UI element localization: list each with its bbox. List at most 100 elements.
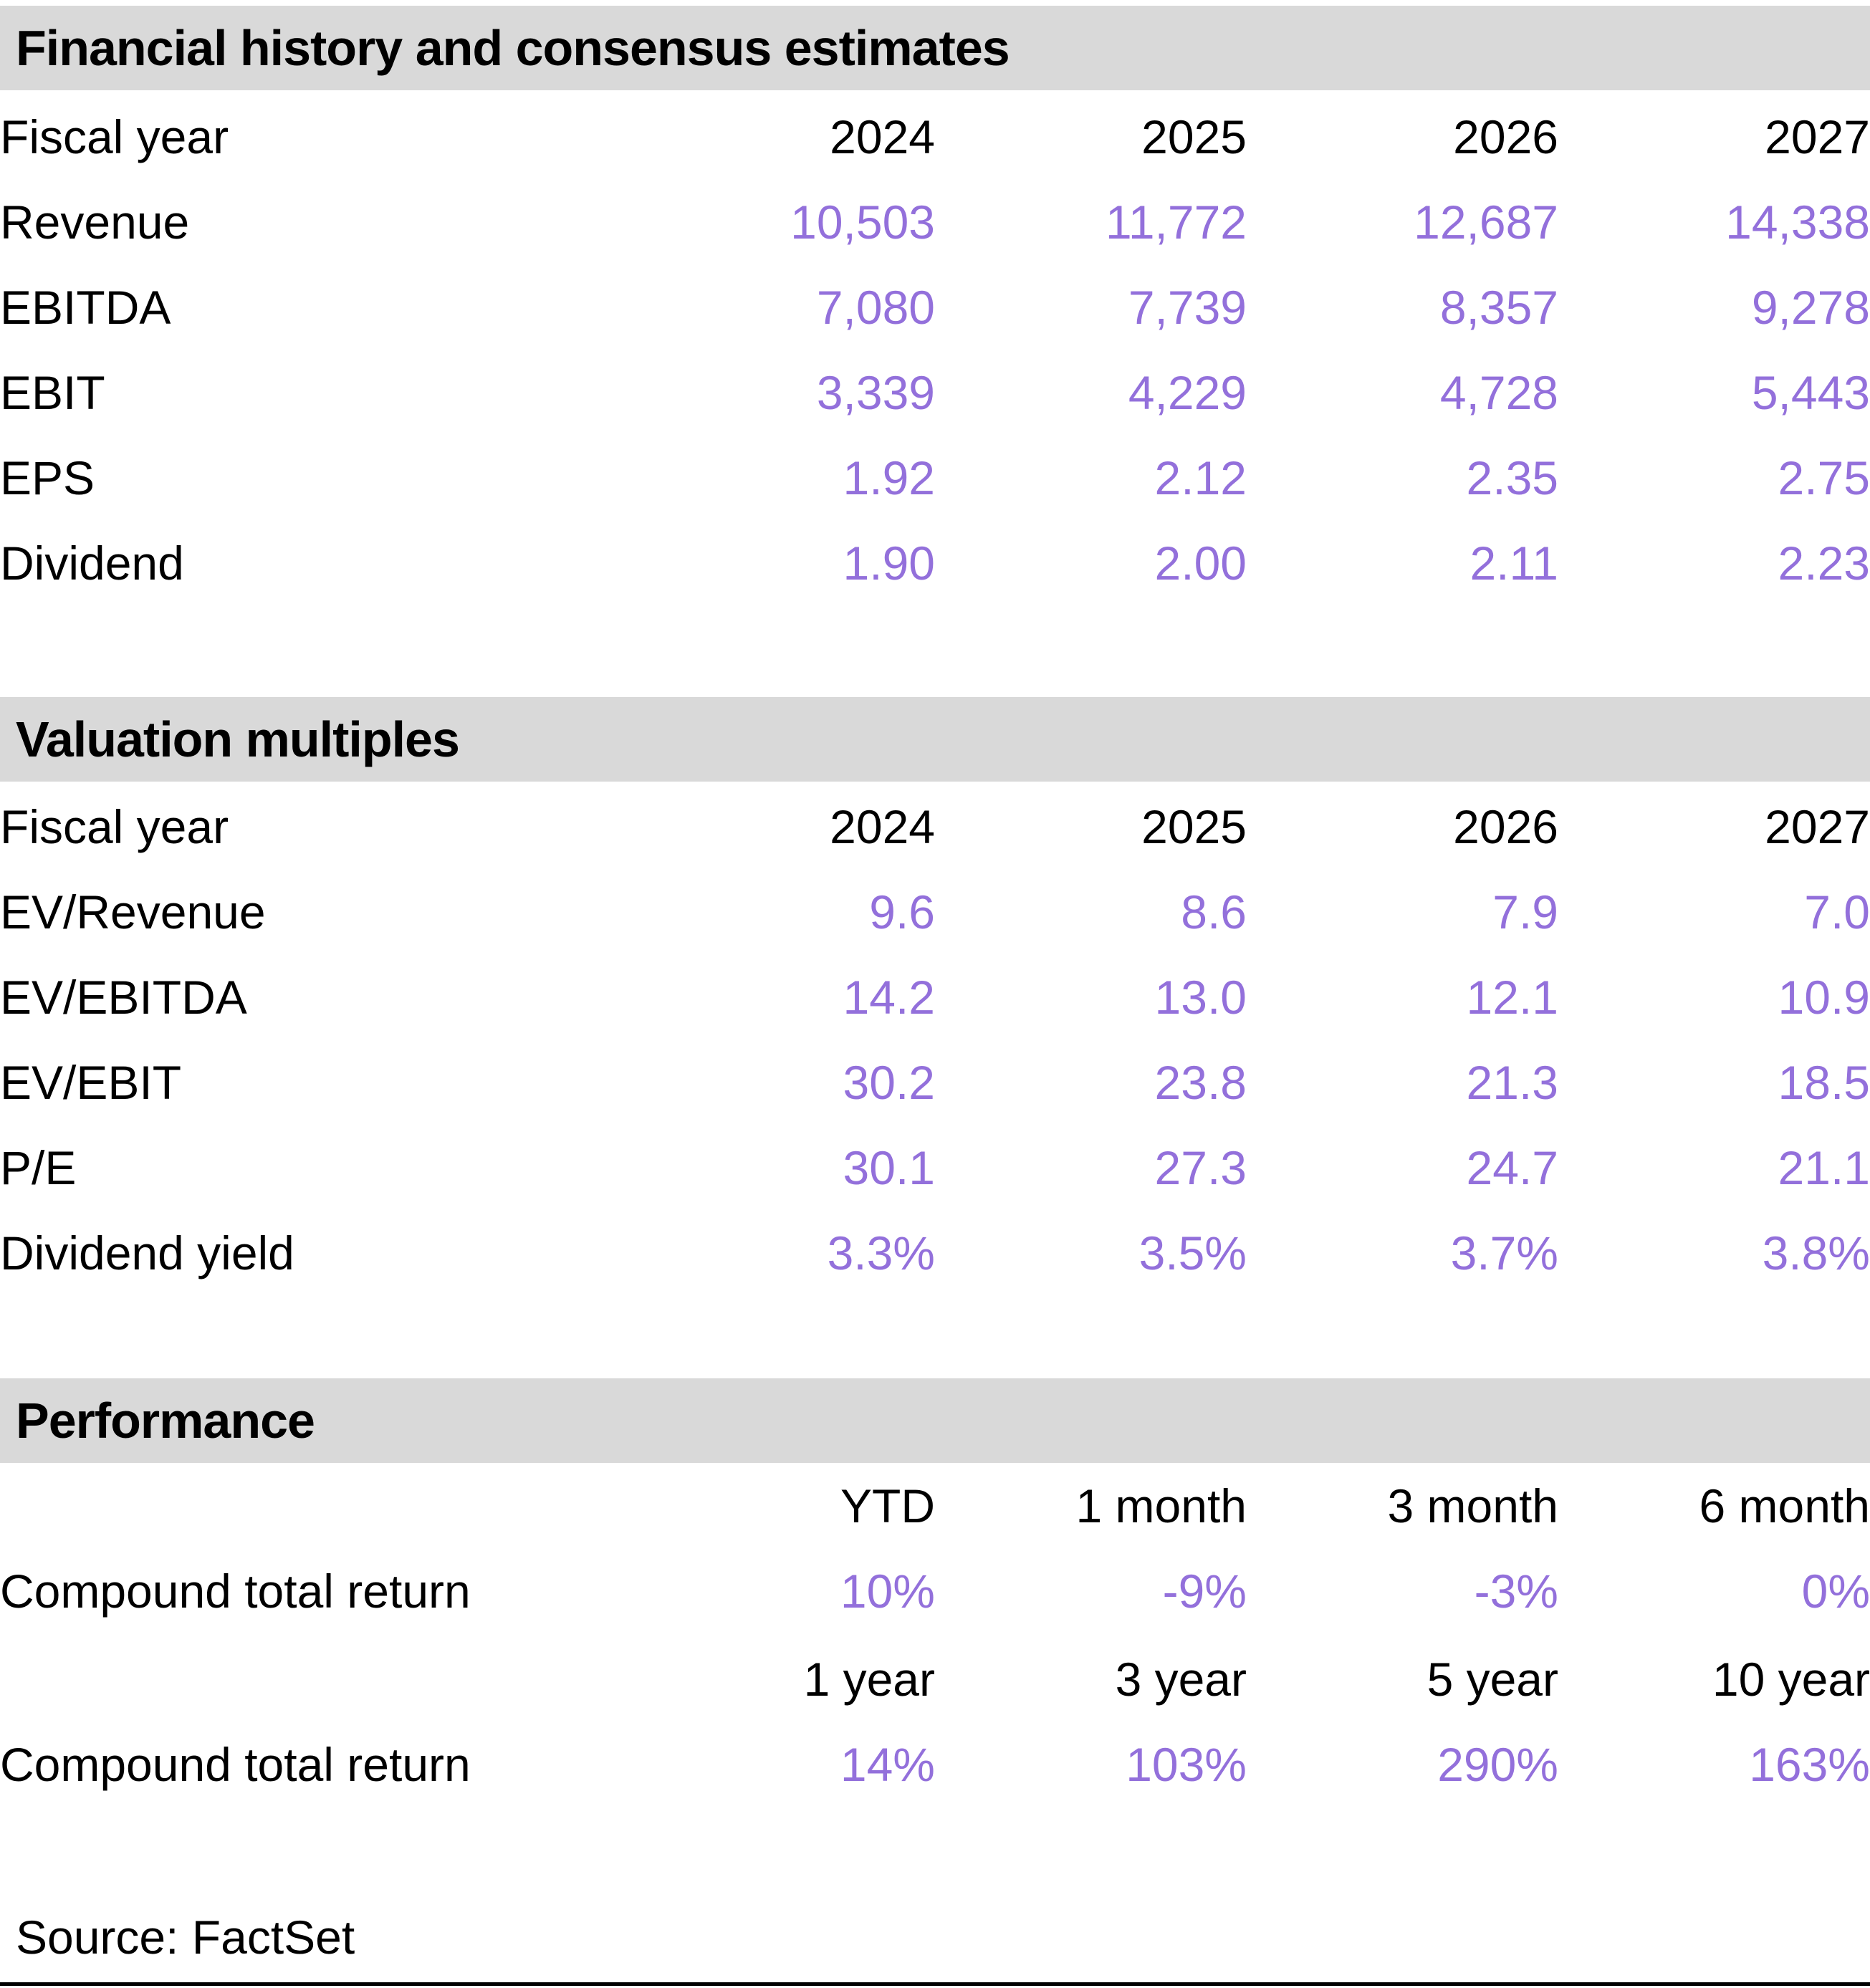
period-col-10-year: 10 year (1712, 1652, 1870, 1706)
period-col-1-month: 1 month (1075, 1479, 1247, 1532)
source-attribution: Source: FactSet (16, 1911, 355, 1964)
cell-value: 13.0 (1154, 970, 1247, 1024)
cell-value: -3% (1474, 1564, 1558, 1618)
cell-value: 3.8% (1762, 1226, 1870, 1279)
year-col-2025: 2025 (1141, 110, 1247, 163)
cell-value: 3.3% (827, 1226, 935, 1279)
cell-value: 3.5% (1138, 1226, 1247, 1279)
section-title: Valuation multiples (16, 711, 460, 767)
cell-value: 2.00 (1154, 536, 1247, 590)
section-title: Performance (16, 1393, 315, 1449)
table-row-dividend: Dividend 1.90 2.00 2.11 2.23 (0, 520, 1870, 605)
cell-value: 8,357 (1439, 280, 1558, 334)
row-label: EV/EBITDA (0, 970, 247, 1024)
row-label: P/E (0, 1141, 77, 1194)
cell-value: 12,687 (1414, 195, 1558, 249)
cell-value: 7,739 (1128, 280, 1247, 334)
cell-value: 9.6 (869, 885, 935, 938)
row-label: Dividend (0, 536, 184, 590)
cell-value: 290% (1437, 1737, 1558, 1791)
row-label: EBIT (0, 365, 105, 419)
year-col-2024: 2024 (830, 110, 935, 163)
fiscal-year-label: Fiscal year (0, 799, 229, 853)
cell-value: 30.2 (843, 1055, 935, 1109)
row-label: EPS (0, 451, 95, 504)
table-row-ebitda: EBITDA 7,080 7,739 8,357 9,278 (0, 264, 1870, 350)
period-col-3-month: 3 month (1387, 1479, 1558, 1532)
cell-value: 12.1 (1466, 970, 1558, 1024)
financial-history-table: Fiscal year 2024 2025 2026 2027 Revenue … (0, 94, 1870, 605)
year-col-2027: 2027 (1765, 799, 1870, 853)
year-col-2026: 2026 (1453, 799, 1558, 853)
performance-short-term-table: YTD 1 month 3 month 6 month Compound tot… (0, 1463, 1870, 1633)
cell-value: 4,229 (1128, 365, 1247, 419)
section-header-valuation-multiples: Valuation multiples (0, 697, 1870, 782)
table-row-dividend-yield: Dividend yield 3.3% 3.5% 3.7% 3.8% (0, 1210, 1870, 1295)
cell-value: 0% (1801, 1564, 1870, 1618)
cell-value: 18.5 (1778, 1055, 1870, 1109)
cell-value: 7.0 (1804, 885, 1870, 938)
fiscal-year-header-row: Fiscal year 2024 2025 2026 2027 (0, 94, 1870, 179)
period-col-1-year: 1 year (803, 1652, 935, 1706)
row-label: Dividend yield (0, 1226, 294, 1279)
period-col-ytd: YTD (840, 1479, 935, 1532)
cell-value: 14.2 (843, 970, 935, 1024)
row-label: EV/EBIT (0, 1055, 182, 1109)
cell-value: 5,443 (1751, 365, 1870, 419)
cell-value: 9,278 (1751, 280, 1870, 334)
row-label: Compound total return (0, 1737, 471, 1791)
fiscal-year-label: Fiscal year (0, 110, 229, 163)
row-label: Compound total return (0, 1564, 471, 1618)
performance-long-term-table: 1 year 3 year 5 year 10 year Compound to… (0, 1636, 1870, 1807)
cell-value: 103% (1126, 1737, 1247, 1791)
cell-value: 10.9 (1778, 970, 1870, 1024)
cell-value: -9% (1162, 1564, 1247, 1618)
table-row-compound-total-return-long: Compound total return 14% 103% 290% 163% (0, 1722, 1870, 1807)
cell-value: 10% (840, 1564, 935, 1618)
cell-value: 24.7 (1466, 1141, 1558, 1194)
empty-label-cell (0, 1463, 623, 1548)
row-label: Revenue (0, 195, 190, 249)
cell-value: 21.3 (1466, 1055, 1558, 1109)
year-col-2027: 2027 (1765, 110, 1870, 163)
table-row-revenue: Revenue 10,503 11,772 12,687 14,338 (0, 179, 1870, 264)
section-title: Financial history and consensus estimate… (16, 20, 1010, 76)
period-col-6-month: 6 month (1699, 1479, 1870, 1532)
valuation-multiples-table: Fiscal year 2024 2025 2026 2027 EV/Reven… (0, 784, 1870, 1295)
period-col-5-year: 5 year (1427, 1652, 1558, 1706)
year-col-2025: 2025 (1141, 799, 1247, 853)
cell-value: 14,338 (1725, 195, 1870, 249)
cell-value: 2.11 (1469, 536, 1558, 590)
period-header-row: YTD 1 month 3 month 6 month (0, 1463, 1870, 1548)
cell-value: 2.35 (1466, 451, 1558, 504)
cell-value: 4,728 (1439, 365, 1558, 419)
cell-value: 14% (840, 1737, 935, 1791)
cell-value: 7,080 (816, 280, 935, 334)
table-row-ev-ebit: EV/EBIT 30.2 23.8 21.3 18.5 (0, 1039, 1870, 1125)
cell-value: 11,772 (1106, 195, 1247, 249)
cell-value: 2.12 (1154, 451, 1247, 504)
year-col-2024: 2024 (830, 799, 935, 853)
cell-value: 163% (1749, 1737, 1870, 1791)
cell-value: 10,503 (790, 195, 935, 249)
cell-value: 27.3 (1154, 1141, 1247, 1194)
year-col-2026: 2026 (1453, 110, 1558, 163)
bottom-divider (0, 1982, 1870, 1986)
cell-value: 1.90 (843, 536, 935, 590)
table-row-ebit: EBIT 3,339 4,229 4,728 5,443 (0, 350, 1870, 435)
table-row-eps: EPS 1.92 2.12 2.35 2.75 (0, 435, 1870, 520)
section-header-financial-history: Financial history and consensus estimate… (0, 6, 1870, 90)
row-label: EBITDA (0, 280, 171, 334)
cell-value: 2.75 (1778, 451, 1870, 504)
empty-label-cell (0, 1636, 623, 1722)
cell-value: 3.7% (1450, 1226, 1558, 1279)
cell-value: 8.6 (1181, 885, 1247, 938)
period-col-3-year: 3 year (1115, 1652, 1247, 1706)
cell-value: 23.8 (1154, 1055, 1247, 1109)
cell-value: 1.92 (843, 451, 935, 504)
cell-value: 21.1 (1778, 1141, 1870, 1194)
cell-value: 7.9 (1492, 885, 1558, 938)
cell-value: 30.1 (843, 1141, 935, 1194)
table-row-ev-ebitda: EV/EBITDA 14.2 13.0 12.1 10.9 (0, 954, 1870, 1039)
